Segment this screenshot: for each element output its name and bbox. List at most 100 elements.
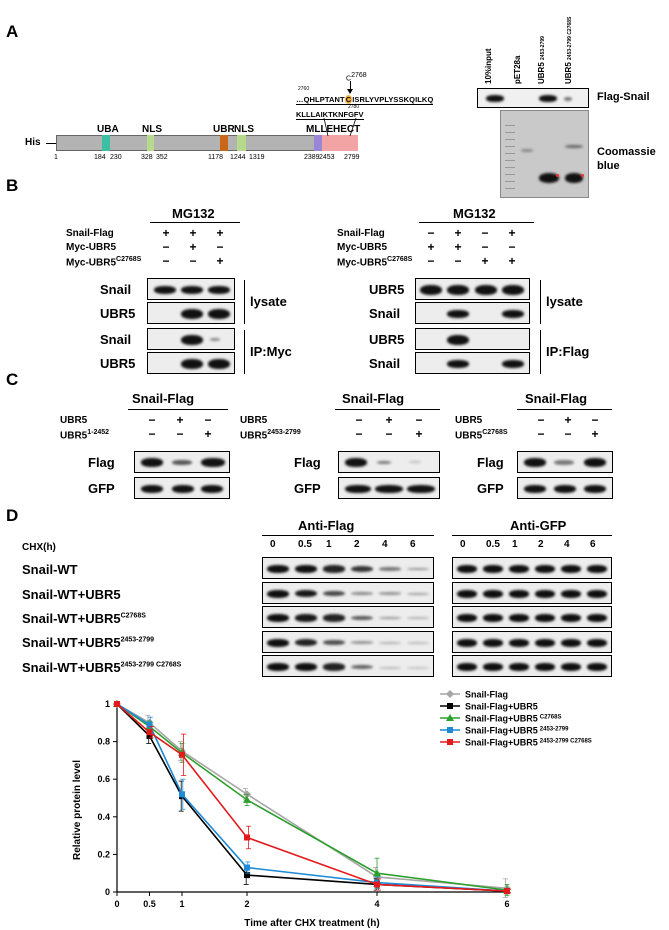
data-point <box>179 791 185 798</box>
x-tick-label: 4 <box>374 899 379 909</box>
blot-band <box>561 663 581 671</box>
gel-lane-ubr5-c2768s: UBR5 2453-2799 C2768S <box>564 16 573 84</box>
group-ip-myc: IP:Myc <box>250 344 292 359</box>
data-point <box>179 751 185 758</box>
degradation-chart: 0 0.5 1 2 4 600.20.40.60.81 Snail-FlagSnail-F… <box>72 690 592 930</box>
legend-label: Snail-Flag <box>465 690 508 700</box>
data-point <box>146 729 153 736</box>
x-tick-label: 2 <box>244 899 249 909</box>
blot-band <box>351 641 373 644</box>
timepoint-label: 2 <box>354 539 360 550</box>
d-blot-gfp <box>452 557 612 579</box>
sign: + <box>427 240 435 254</box>
panel-d-blots: Anti-Flag Anti-GFP CHX(h) 0 0.5 1 2 4 6 0 0.5 1… <box>0 515 669 677</box>
d-row-1: Snail-WT <box>22 562 78 577</box>
blot-band <box>351 615 373 621</box>
sign: + <box>591 427 599 441</box>
blot-band <box>509 663 529 671</box>
sequence-callout-lines <box>323 118 357 137</box>
x-tick-label: 1 <box>179 899 184 909</box>
row-myc-ubr5-c2768s: Myc-UBR5C2768S <box>66 256 142 269</box>
sign: − <box>427 254 435 268</box>
blot-band <box>509 565 529 573</box>
row-myc-ubr5-c2768s-r: Myc-UBR5C2768S <box>337 256 413 269</box>
sign: − <box>481 240 489 254</box>
legend-label: Snail-Flag+UBR5 2453-2799 <box>465 726 569 736</box>
d-row-2: Snail-WT+UBR5 <box>22 587 121 602</box>
row-myc-ubr5: Myc-UBR5 <box>66 242 117 253</box>
panel-c-title-3: Snail-Flag <box>525 391 588 406</box>
blot-band <box>323 590 345 597</box>
c3-blot-gfp <box>517 477 613 499</box>
flag-snail-label: Flag-Snail <box>597 91 650 103</box>
c3-blot-flag <box>517 451 613 473</box>
pos-352: 352 <box>156 154 168 161</box>
data-point <box>446 690 454 698</box>
sign: − <box>415 413 423 427</box>
blot-band <box>267 663 289 671</box>
data-point <box>146 721 153 728</box>
blot-band <box>379 666 401 669</box>
d-row-5: Snail-WT+UBR52453-2799 C2768S <box>22 660 182 675</box>
blot-band <box>407 666 429 669</box>
panel-b-left: MG132 Snail-Flag Myc-UBR5 Myc-UBR5C2768S… <box>0 200 335 374</box>
pos-230: 230 <box>110 154 122 161</box>
sign: + <box>564 413 572 427</box>
domain-label-nls-1: NLS <box>142 124 162 135</box>
blot-band <box>535 565 555 573</box>
blot-label-snail-1: Snail <box>100 282 132 297</box>
blot-band <box>587 638 607 647</box>
hect-sequence-line-2: KLLLAIKTKNFGFV <box>296 110 364 120</box>
anti-flag-header: Anti-Flag <box>298 518 355 533</box>
y-tick-label: 0.8 <box>97 737 110 747</box>
chx-label: CHX(h) <box>22 542 56 553</box>
d-blot-flag <box>262 630 434 653</box>
d-blot-flag <box>262 557 434 579</box>
coomassie-gel <box>500 110 589 198</box>
timepoint-label: 0 <box>460 539 466 550</box>
c1-row-ubr5-1-2452: UBR51-2452 <box>60 429 110 442</box>
d-blot-gfp <box>452 606 612 628</box>
panel-c-sub-3: Snail-Flag UBR5 UBR5C2768S − + − − − + F… <box>455 385 669 505</box>
d-blot-flag <box>262 581 434 604</box>
blot-ubr5-lysate <box>147 302 235 324</box>
ubr-domain <box>220 135 228 151</box>
blot-band <box>457 663 477 671</box>
sign: + <box>189 226 197 240</box>
timepoint-label: 0.5 <box>298 539 312 550</box>
blot-band <box>295 589 317 598</box>
d-row-3: Snail-WT+UBR5C2768S <box>22 611 146 626</box>
c1-row-ubr5: UBR5 <box>60 415 88 426</box>
blot-band <box>457 589 477 598</box>
blot-band <box>267 614 289 622</box>
blot-band <box>323 639 345 646</box>
pos-2799: 2799 <box>344 154 360 161</box>
data-point <box>374 881 380 888</box>
seq-mid-pos: 2780 <box>348 104 360 110</box>
sign: + <box>216 254 224 268</box>
timepoint-label: 4 <box>382 539 388 550</box>
row-myc-ubr5-r: Myc-UBR5 <box>337 242 388 253</box>
blot-band <box>407 617 429 620</box>
sign: + <box>454 226 462 240</box>
panel-a-gel: Flag-Snail Coomassie blue 10%input pET28… <box>460 0 669 200</box>
data-point <box>114 701 120 707</box>
sign: + <box>385 413 393 427</box>
data-point <box>146 732 153 739</box>
blot-band <box>587 614 607 622</box>
mlle-domain <box>314 135 322 151</box>
coomassie-label: Coomassie blue <box>597 146 656 173</box>
blot-band <box>587 589 607 598</box>
c2-blot-flag <box>338 451 440 473</box>
sign: − <box>216 240 224 254</box>
blot-label-ubr5-r1: UBR5 <box>369 282 405 297</box>
blot-band <box>323 565 345 573</box>
timepoint-label: 6 <box>590 539 596 550</box>
cys-label: C2768 <box>346 72 367 83</box>
hect-sequence-line-1: …QHLPTANTCISRLYVPLYSSKQILKQ <box>296 95 434 105</box>
blot-label-ubr5-2: UBR5 <box>100 356 136 371</box>
panel-c-title-1: Snail-Flag <box>132 391 195 406</box>
blot-band <box>351 592 373 595</box>
series-line <box>116 703 508 892</box>
legend-label: Snail-Flag+UBR5 <box>465 702 538 712</box>
